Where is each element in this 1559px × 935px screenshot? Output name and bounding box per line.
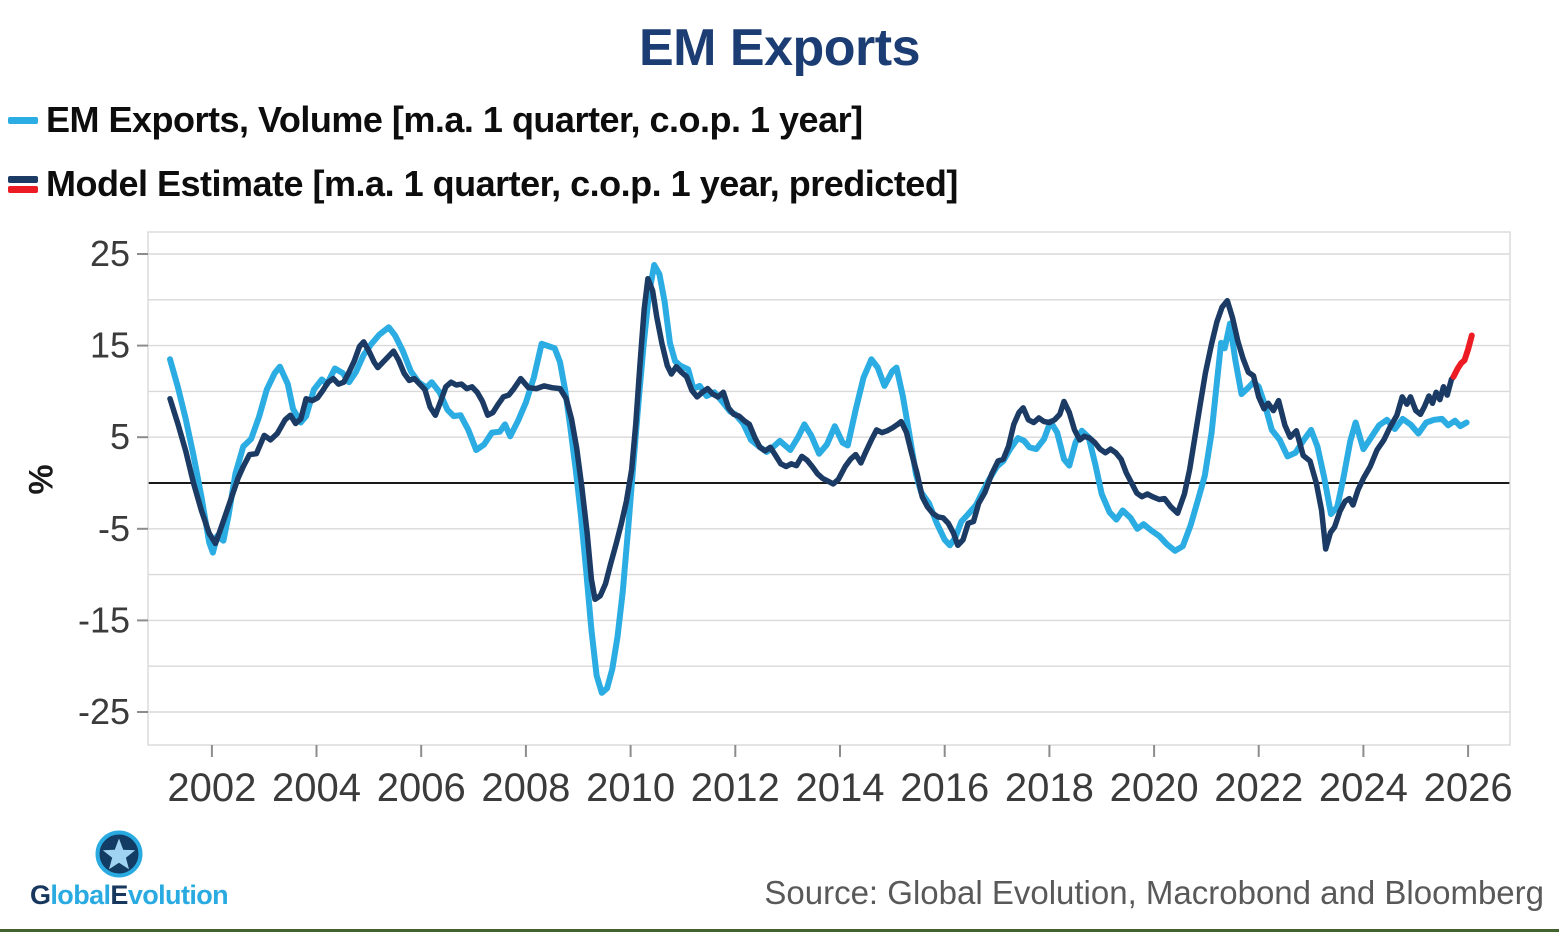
y-tick-label: -15 <box>78 599 130 640</box>
x-tick-label: 2024 <box>1319 766 1408 810</box>
logo-star-icon <box>95 830 143 878</box>
chart-legend: EM Exports, Volume [m.a. 1 quarter, c.o.… <box>8 98 958 226</box>
legend-label-volume: EM Exports, Volume [m.a. 1 quarter, c.o.… <box>46 99 863 140</box>
x-tick-label: 2002 <box>167 766 256 810</box>
y-tick-label: -25 <box>78 691 130 732</box>
legend-item-model: Model Estimate [m.a. 1 quarter, c.o.p. 1… <box>8 162 958 206</box>
y-tick-label: 5 <box>110 416 130 457</box>
x-tick-label: 2026 <box>1424 766 1513 810</box>
logo-text-part: volution <box>127 880 229 910</box>
x-tick-label: 2008 <box>481 766 570 810</box>
x-tick-label: 2016 <box>900 766 989 810</box>
logo-text-part: E <box>110 880 128 910</box>
legend-label-model: Model Estimate [m.a. 1 quarter, c.o.p. 1… <box>46 163 958 204</box>
footer-rule <box>0 929 1559 932</box>
y-tick-label: -5 <box>98 508 130 549</box>
legend-item-volume: EM Exports, Volume [m.a. 1 quarter, c.o.… <box>8 98 958 142</box>
logo-text: GlobalEvolution <box>30 880 229 911</box>
x-tick-label: 2018 <box>1005 766 1094 810</box>
x-tick-label: 2010 <box>586 766 675 810</box>
x-tick-label: 2014 <box>796 766 885 810</box>
source-text: Source: Global Evolution, Macrobond and … <box>764 874 1544 911</box>
legend-swatch-volume-icon <box>8 116 40 124</box>
y-axis-label: % <box>22 464 61 495</box>
x-tick-label: 2006 <box>377 766 466 810</box>
y-tick-label: 15 <box>90 325 130 366</box>
x-tick-label: 2020 <box>1110 766 1199 810</box>
plot-frame <box>147 231 1511 746</box>
logo-text-part: G <box>30 880 51 910</box>
page-title: EM Exports <box>638 19 921 77</box>
series-volume-line <box>167 262 1470 696</box>
series-model-line <box>167 275 1457 603</box>
x-tick-label: 2022 <box>1214 766 1303 810</box>
global-evolution-logo: GlobalEvolution <box>30 830 250 920</box>
legend-swatch-model-icon <box>8 175 40 193</box>
x-tick-label: 2004 <box>272 766 361 810</box>
x-tick-label: 2012 <box>691 766 780 810</box>
logo-text-part: lobal <box>50 880 111 910</box>
series-model-predicted-line <box>1450 332 1475 380</box>
y-tick-label: 25 <box>90 233 130 274</box>
